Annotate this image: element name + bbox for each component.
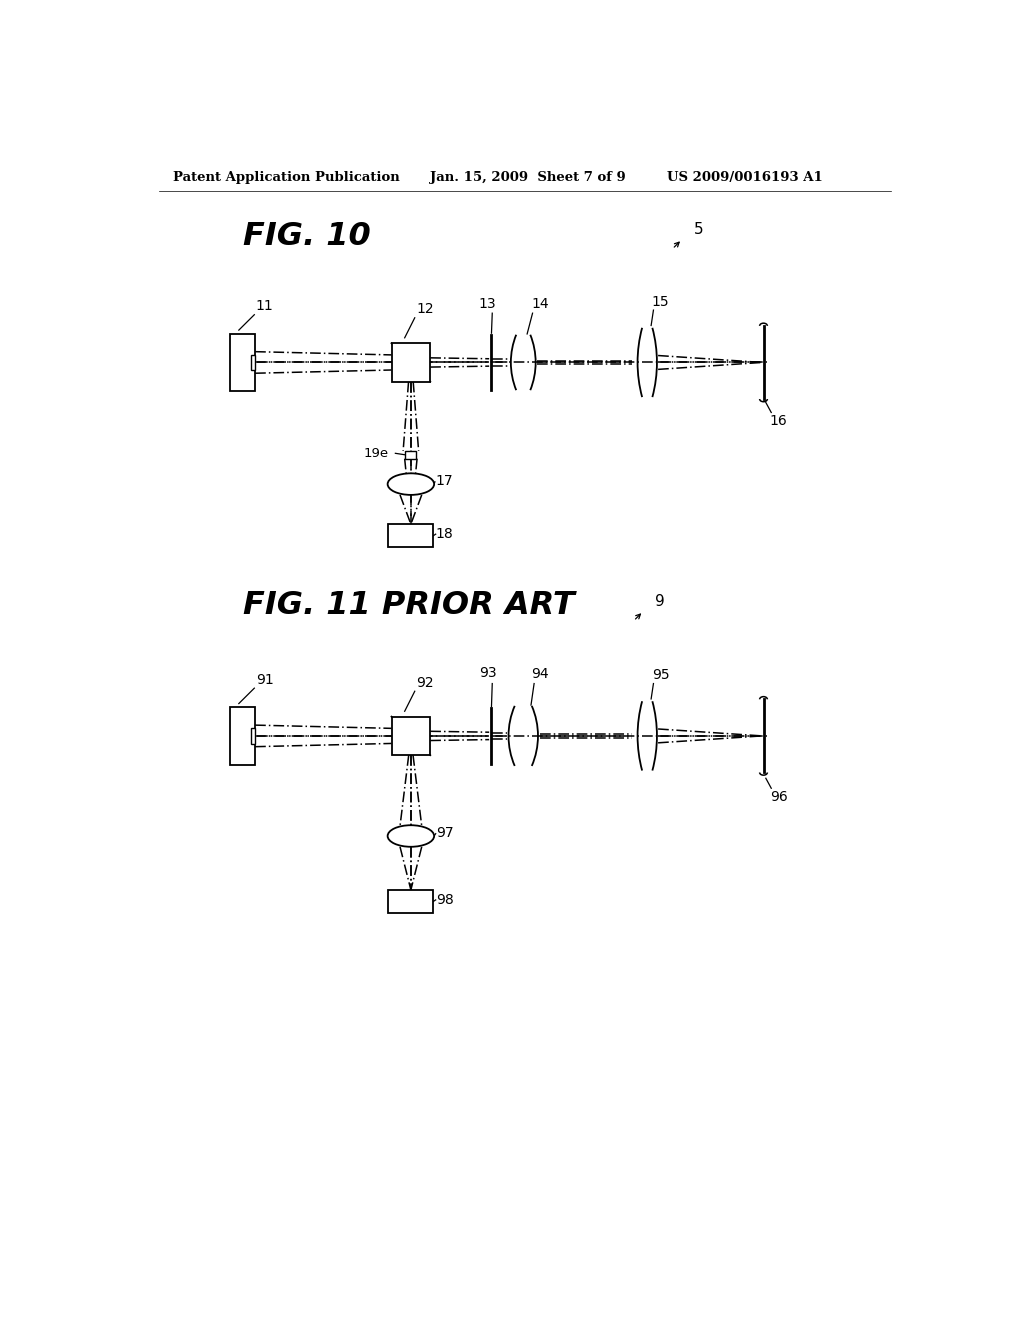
Text: US 2009/0016193 A1: US 2009/0016193 A1	[667, 172, 822, 185]
Text: Jan. 15, 2009  Sheet 7 of 9: Jan. 15, 2009 Sheet 7 of 9	[430, 172, 626, 185]
Ellipse shape	[388, 825, 434, 847]
Text: FIG. 11 PRIOR ART: FIG. 11 PRIOR ART	[243, 590, 574, 620]
Bar	[391, 717, 430, 755]
Text: Patent Application Publication: Patent Application Publication	[173, 172, 399, 185]
Text: 91: 91	[256, 673, 273, 686]
Ellipse shape	[388, 474, 434, 495]
Text: 97: 97	[435, 826, 454, 840]
Text: 15: 15	[652, 294, 670, 309]
Text: 95: 95	[652, 668, 670, 682]
Text: FIG. 10: FIG. 10	[243, 222, 371, 252]
Text: 98: 98	[435, 892, 454, 907]
Text: 16: 16	[770, 414, 787, 428]
Text: 12: 12	[417, 302, 434, 317]
Bar	[251, 729, 255, 743]
Text: 93: 93	[479, 667, 497, 681]
Bar	[230, 708, 255, 764]
Bar	[388, 890, 433, 913]
Text: 18: 18	[435, 527, 454, 541]
Text: 14: 14	[531, 297, 549, 312]
Text: 94: 94	[531, 667, 549, 681]
Text: 19e: 19e	[365, 446, 389, 459]
Text: 17: 17	[435, 474, 454, 488]
Bar	[388, 524, 433, 548]
Text: 92: 92	[417, 676, 434, 689]
Bar	[251, 355, 255, 370]
Text: 9: 9	[655, 594, 665, 609]
Bar	[406, 451, 417, 459]
Text: 96: 96	[770, 789, 787, 804]
Bar	[230, 334, 255, 391]
Text: 13: 13	[478, 297, 496, 312]
Text: 5: 5	[693, 222, 703, 236]
Text: 11: 11	[256, 300, 273, 313]
Bar	[391, 343, 430, 381]
